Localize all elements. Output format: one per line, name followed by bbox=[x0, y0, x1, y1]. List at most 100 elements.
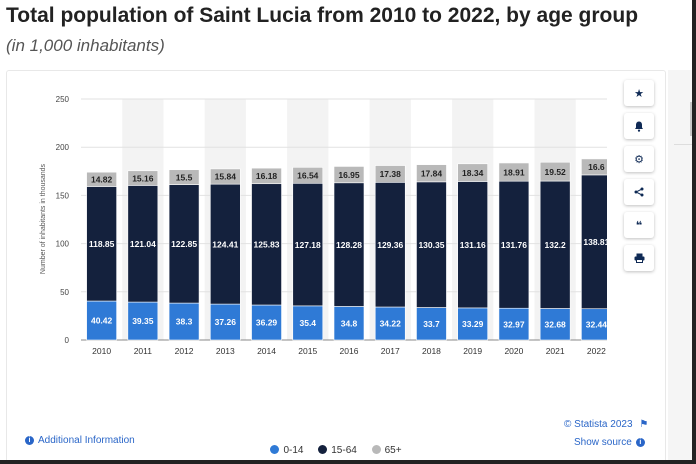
y-axis-label: Number of inhabitants in thousands bbox=[40, 163, 47, 274]
data-label: 32.68 bbox=[545, 319, 567, 329]
x-tick-label: 2015 bbox=[298, 346, 317, 356]
data-label: 118.85 bbox=[89, 239, 115, 249]
data-label: 129.36 bbox=[377, 240, 403, 250]
x-tick-label: 2018 bbox=[422, 346, 441, 356]
window-frame-right bbox=[692, 0, 696, 464]
stacked-bar-chart: 0 50 100 150 200 250 40.42 118.85 14.82 39.35 121… bbox=[40, 95, 607, 356]
data-label: 131.16 bbox=[460, 240, 486, 250]
bar-segment bbox=[333, 166, 365, 184]
bar-segment bbox=[581, 308, 607, 341]
data-label: 34.8 bbox=[341, 318, 358, 328]
show-source-text: Show source bbox=[574, 437, 632, 448]
copyright-link[interactable]: © Statista 2023 ⚑ bbox=[564, 419, 648, 430]
bar-segment bbox=[498, 307, 530, 341]
window-frame-bottom bbox=[0, 460, 696, 464]
bar-segment bbox=[457, 163, 488, 182]
y-axis-ticks: 0 50 100 150 200 250 bbox=[56, 95, 70, 345]
x-tick-label: 2017 bbox=[381, 346, 400, 356]
favorite-button[interactable]: ★ bbox=[624, 80, 654, 106]
y-tick-label: 0 bbox=[65, 336, 70, 345]
y-tick-label: 250 bbox=[56, 95, 70, 104]
legend-label-15-64: 15-64 bbox=[331, 445, 357, 456]
share-icon bbox=[634, 187, 644, 197]
cite-button[interactable]: ❝ bbox=[624, 212, 654, 238]
bar-segment bbox=[498, 162, 530, 182]
bar-segment bbox=[498, 180, 530, 309]
data-label: 15.5 bbox=[176, 172, 193, 182]
bar-segment bbox=[374, 165, 406, 183]
notification-button[interactable] bbox=[624, 113, 654, 139]
data-label: 33.29 bbox=[462, 319, 484, 329]
y-tick-label: 100 bbox=[56, 240, 70, 249]
bell-icon bbox=[635, 121, 643, 132]
bar-segment bbox=[581, 174, 607, 310]
data-label: 131.76 bbox=[501, 240, 527, 250]
additional-information-link[interactable]: i Additional Information bbox=[21, 435, 135, 446]
bar-segment bbox=[86, 186, 117, 302]
legend-item-15-64[interactable]: 15-64 bbox=[318, 445, 357, 456]
data-label: 35.4 bbox=[299, 318, 316, 328]
x-tick-label: 2010 bbox=[92, 346, 111, 356]
print-button[interactable] bbox=[624, 245, 654, 271]
bars bbox=[86, 158, 607, 341]
bar-segment bbox=[86, 300, 117, 341]
data-label: 18.91 bbox=[503, 167, 525, 177]
data-label: 128.28 bbox=[336, 240, 362, 250]
data-label: 121.04 bbox=[130, 239, 156, 249]
data-label: 15.16 bbox=[132, 173, 154, 183]
bar-segment bbox=[292, 182, 324, 307]
chart-legend: 0-14 15-64 65+ bbox=[7, 445, 665, 456]
legend-label-65-plus: 65+ bbox=[384, 445, 402, 456]
data-label: 16.18 bbox=[256, 171, 278, 181]
side-panel-divider bbox=[674, 144, 696, 145]
data-label: 34.22 bbox=[380, 319, 402, 329]
data-label: 15.84 bbox=[215, 172, 237, 182]
bar-segment bbox=[539, 180, 571, 309]
data-label: 138.81 bbox=[583, 237, 607, 247]
bar-segment bbox=[292, 305, 324, 341]
star-icon: ★ bbox=[634, 87, 644, 100]
info-icon: i bbox=[635, 437, 645, 447]
data-label: 14.82 bbox=[91, 175, 113, 185]
data-label: 130.35 bbox=[418, 240, 444, 250]
legend-swatch-65-plus bbox=[371, 445, 381, 454]
bar-segment bbox=[581, 158, 607, 176]
legend-item-65-plus[interactable]: 65+ bbox=[371, 445, 402, 456]
x-tick-label: 2011 bbox=[134, 346, 153, 356]
settings-button[interactable]: ⚙ bbox=[624, 146, 654, 172]
bar-segment bbox=[168, 169, 200, 185]
data-label: 16.54 bbox=[297, 171, 319, 181]
share-button[interactable] bbox=[624, 179, 654, 205]
bar-segment bbox=[251, 304, 282, 341]
data-label: 122.85 bbox=[171, 239, 197, 249]
data-label: 32.97 bbox=[503, 319, 525, 329]
x-tick-label: 2020 bbox=[504, 346, 523, 356]
bar-segment bbox=[127, 170, 159, 186]
bar-segment bbox=[539, 161, 571, 182]
data-labels: 40.42 118.85 14.82 39.35 121.04 15.16 38.3 122.… bbox=[89, 162, 607, 329]
legend-swatch-0-14 bbox=[270, 445, 280, 454]
y-tick-label: 50 bbox=[60, 288, 69, 297]
additional-information-text: Additional Information bbox=[38, 435, 135, 446]
bar-segment bbox=[374, 182, 406, 308]
bar-segment bbox=[251, 183, 282, 306]
bar-segment bbox=[416, 307, 447, 341]
bar-segment bbox=[210, 168, 241, 185]
data-label: 39.35 bbox=[132, 316, 154, 326]
legend-label-0-14: 0-14 bbox=[283, 445, 304, 456]
x-tick-label: 2014 bbox=[257, 346, 276, 356]
y-tick-label: 150 bbox=[56, 191, 70, 200]
data-label: 125.83 bbox=[254, 240, 280, 250]
bar-segment bbox=[168, 184, 200, 304]
bar-segment bbox=[416, 164, 447, 183]
bar-segment bbox=[127, 185, 159, 303]
show-source-link[interactable]: Show source i bbox=[574, 437, 649, 448]
legend-item-0-14[interactable]: 0-14 bbox=[270, 445, 303, 456]
x-tick-label: 2012 bbox=[175, 346, 194, 356]
info-icon: i bbox=[25, 435, 34, 445]
data-label: 33.7 bbox=[423, 319, 440, 329]
data-label: 36.29 bbox=[256, 318, 278, 328]
bar-segment bbox=[210, 303, 241, 341]
copyright-text: © Statista 2023 bbox=[564, 419, 633, 430]
x-tick-label: 2021 bbox=[546, 346, 565, 356]
